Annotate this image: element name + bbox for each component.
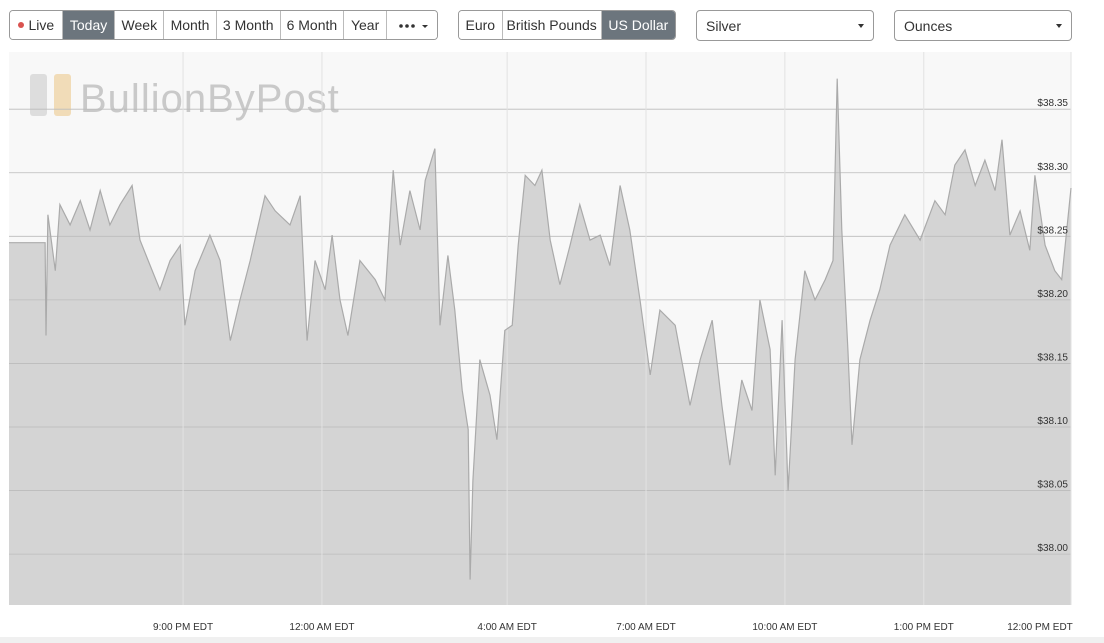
x-tick-label: 12:00 AM EDT	[289, 622, 354, 633]
currency-button[interactable]: US Dollar	[601, 11, 675, 39]
metal-select[interactable]: Silver	[696, 10, 874, 41]
currency-group: Euro British Pounds US Dollar	[458, 10, 676, 40]
caret	[1056, 24, 1062, 28]
period-button[interactable]: Week	[115, 11, 165, 39]
live-dot	[17, 22, 24, 28]
watermark-icon	[30, 74, 71, 116]
y-tick-label: $38.05	[1037, 480, 1068, 491]
x-tick-label: 4:00 AM EDT	[477, 622, 536, 633]
y-tick-label: $38.00	[1037, 543, 1068, 554]
y-tick-label: $38.30	[1037, 162, 1068, 173]
caret	[858, 24, 864, 28]
period-button[interactable]: Live	[10, 11, 63, 39]
y-tick-label: $38.35	[1037, 98, 1068, 109]
y-tick-label: $38.15	[1037, 352, 1068, 363]
x-tick-label: 9:00 PM EDT	[153, 622, 213, 633]
bottom-strip	[0, 637, 1104, 643]
more-icon	[399, 24, 428, 28]
watermark: BullionByPost	[80, 77, 340, 121]
plot-background	[9, 52, 1071, 605]
period-button[interactable]: Year	[344, 11, 387, 39]
x-tick-label: 12:00 PM EDT	[1007, 622, 1073, 633]
price-line	[9, 78, 1072, 580]
select-value: Ounces	[904, 17, 953, 34]
period-button[interactable]: Month	[164, 11, 217, 39]
currency-button[interactable]: British Pounds	[502, 11, 602, 39]
select-value: Silver	[706, 17, 742, 34]
x-tick-label: 1:00 PM EDT	[894, 622, 954, 633]
currency-button[interactable]: Euro	[459, 11, 503, 39]
x-tick-label: 7:00 AM EDT	[616, 622, 675, 633]
period-button[interactable]: 6 Month	[280, 11, 345, 39]
area-fill	[9, 78, 1071, 605]
period-button[interactable]: Today	[62, 11, 116, 39]
y-tick-label: $38.20	[1037, 289, 1068, 300]
button-label: Live	[28, 17, 55, 33]
y-tick-label: $38.25	[1037, 225, 1068, 236]
period-group: Live Today Week Month 3 Month 6 Month Ye…	[9, 10, 438, 40]
period-button[interactable]: 3 Month	[216, 11, 281, 39]
more-button[interactable]	[386, 11, 437, 39]
unit-select[interactable]: Ounces	[894, 10, 1072, 41]
y-tick-label: $38.10	[1037, 416, 1068, 427]
x-tick-label: 10:00 AM EDT	[752, 622, 817, 633]
